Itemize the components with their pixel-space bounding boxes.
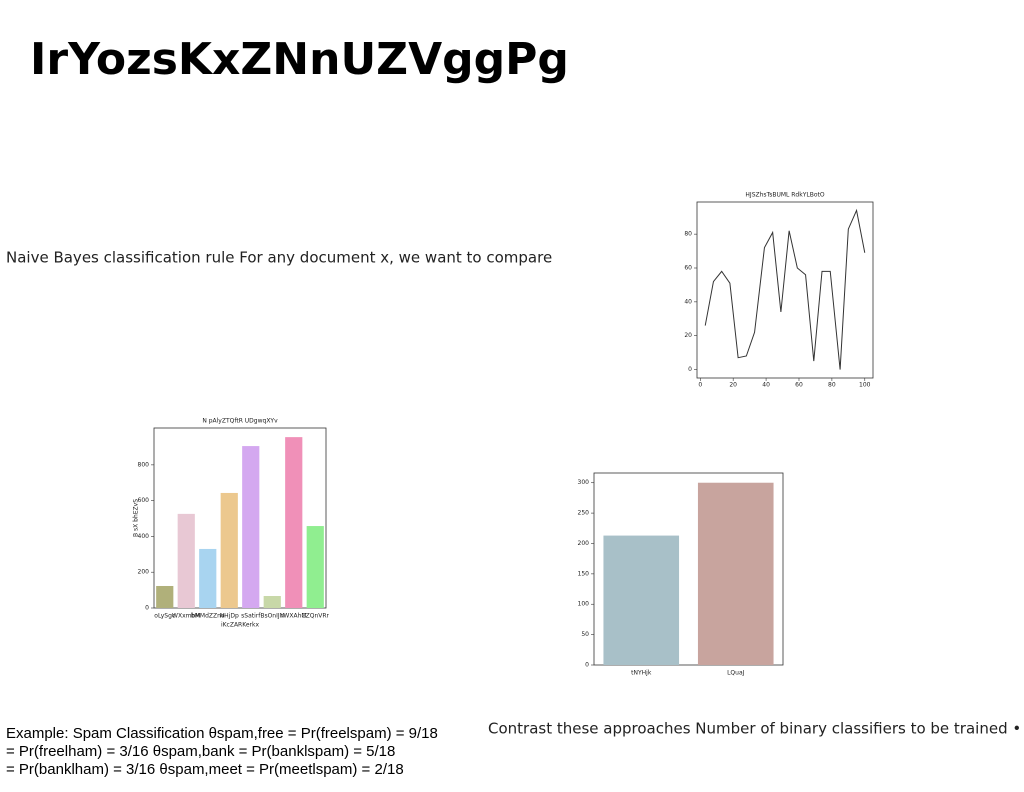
x-tick-label: bMMdZZno xyxy=(191,613,225,620)
y-tick-label: 200 xyxy=(578,540,590,547)
bar xyxy=(220,492,238,608)
x-tick-label: 80 xyxy=(828,382,836,389)
y-tick-label: 60 xyxy=(684,265,692,272)
y-tick-label: 100 xyxy=(578,601,590,608)
x-tick-label: 40 xyxy=(762,382,770,389)
bar xyxy=(603,535,680,665)
x-tick-label: rWXAhM xyxy=(281,613,307,620)
x-tick-label: 0 xyxy=(698,382,702,389)
y-tick-label: 300 xyxy=(578,479,590,486)
x-tick-label: WXxmbM xyxy=(172,613,200,620)
y-tick-label: 80 xyxy=(684,231,692,238)
y-tick-label: 400 xyxy=(138,533,150,540)
bar xyxy=(285,437,303,608)
y-tick-label: 150 xyxy=(578,570,590,577)
y-tick-label: 40 xyxy=(684,298,692,305)
plot-frame xyxy=(153,427,327,609)
x-tick-label: BsOnIJN xyxy=(260,613,284,620)
paragraph: Naive Bayes classification rule For any … xyxy=(6,249,552,267)
contrast-text: Contrast these approaches Number of bina… xyxy=(488,720,1021,738)
x-axis-label: iKcZARKerkx xyxy=(221,622,260,629)
bar xyxy=(156,585,174,608)
y-tick-label: 200 xyxy=(138,569,150,576)
bar xyxy=(306,526,324,608)
x-tick-label: oLySgc xyxy=(154,613,175,620)
bar xyxy=(199,548,217,608)
example-line: = Pr(freelham) = 3/16 θspam,bank = Pr(ba… xyxy=(6,743,395,760)
x-tick-label: LQuaJ xyxy=(727,670,745,677)
y-axis-label: B sX bhEZvS xyxy=(133,499,140,537)
x-tick-label: CZQnVRr xyxy=(301,613,329,620)
x-tick-label: NHjDp xyxy=(220,613,239,620)
chart-title: N pAlyZTQftR UDgwqXYv xyxy=(202,418,278,425)
page-title: IrYozsKxZNnUZVggPg xyxy=(30,34,569,85)
data-line xyxy=(704,208,866,370)
bar xyxy=(263,596,281,608)
plot-frame xyxy=(593,472,784,666)
y-tick-label: 20 xyxy=(684,332,692,339)
bar xyxy=(242,446,260,608)
x-tick-label: 20 xyxy=(729,382,737,389)
y-tick-label: 0 xyxy=(585,662,589,669)
y-tick-label: 250 xyxy=(578,510,590,517)
x-tick-label: 100 xyxy=(859,382,871,389)
y-tick-label: 600 xyxy=(138,497,150,504)
chart-title: HJSZhsTsBUML RdkYLBotO xyxy=(745,192,824,199)
x-tick-label: sSatirf xyxy=(241,613,261,620)
example-line: = Pr(banklham) = 3/16 θspam,meet = Pr(me… xyxy=(6,761,404,778)
y-tick-label: 0 xyxy=(688,366,692,373)
bar xyxy=(177,513,195,608)
x-tick-label: 60 xyxy=(795,382,803,389)
bar xyxy=(697,482,774,665)
y-tick-label: 50 xyxy=(581,631,589,638)
plot-frame xyxy=(696,201,874,379)
y-tick-label: 800 xyxy=(138,461,150,468)
y-tick-label: 0 xyxy=(145,605,149,612)
example-line: Example: Spam Classification θspam,free … xyxy=(6,725,438,742)
x-tick-label: tNYHjk xyxy=(631,670,652,677)
